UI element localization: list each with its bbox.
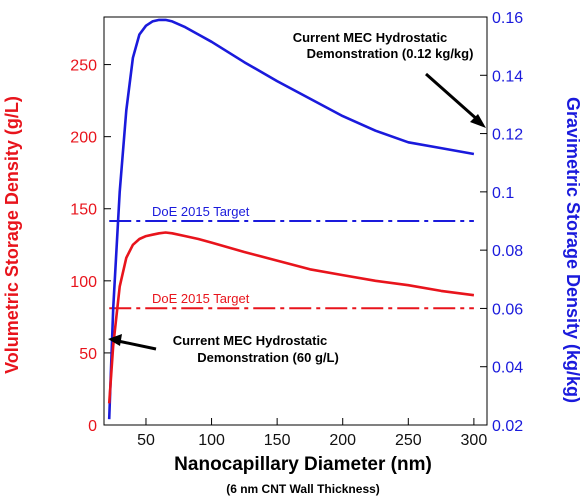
target-label: DoE 2015 Target [152,204,250,219]
annotation-arrow-volumetric [108,334,157,351]
annotation-volumetric-line1: Current MEC Hydrostatic [173,333,328,348]
x-tick-label: 300 [461,432,488,449]
tick-labels: 50 100 150 200 250 300 0 50 100 150 200 250 0.02 0.04… [70,10,523,449]
y-right-tick-label: 0.16 [492,10,523,27]
y-left-tick-label: 200 [70,130,97,147]
annotation-volumetric-line2: Demonstration (60 g/L) [197,350,339,365]
y-left-tick-label: 0 [88,418,97,435]
y-right-tick-label: 0.02 [492,418,523,435]
y-right-tick-label: 0.1 [492,185,514,202]
annotation-gravimetric-line1: Current MEC Hydrostatic [293,30,448,45]
x-axis-note: (6 nm CNT Wall Thickness) [226,482,380,496]
y-left-tick-label: 250 [70,58,97,75]
series-lines [107,18,475,420]
x-tick-label: 200 [329,432,356,449]
y-right-tick-label: 0.12 [492,127,523,144]
plot-area [103,16,488,426]
y-right-tick-label: 0.06 [492,301,523,318]
y-axis-left-title: Volumetric Storage Density (g/L) [2,96,22,374]
x-tick-label: 100 [198,432,225,449]
x-axis-title: Nanocapillary Diameter (nm) [174,454,432,475]
y-right-tick-label: 0.04 [492,360,523,377]
y-right-tick-label: 0.08 [492,243,523,260]
y-left-tick-label: 50 [79,346,97,363]
gravimetric-series-line [107,18,475,420]
annotation-gravimetric-line2: Demonstration (0.12 kg/kg) [307,46,474,61]
y-axis-right-title: Gravimetric Storage Density (kg/kg) [563,97,580,403]
annotation-arrow-gravimetric [425,72,486,128]
y-right-tick-label: 0.14 [492,68,523,85]
x-tick-label: 150 [264,432,291,449]
y-left-tick-label: 150 [70,202,97,219]
target-lines: DoE 2015 Target DoE 2015 Target [109,204,474,310]
volumetric-series-line [107,231,475,404]
x-tick-label: 50 [137,432,155,449]
y-left-tick-label: 100 [70,274,97,291]
target-label: DoE 2015 Target [152,291,250,306]
ticks [104,16,487,426]
x-tick-label: 250 [395,432,422,449]
